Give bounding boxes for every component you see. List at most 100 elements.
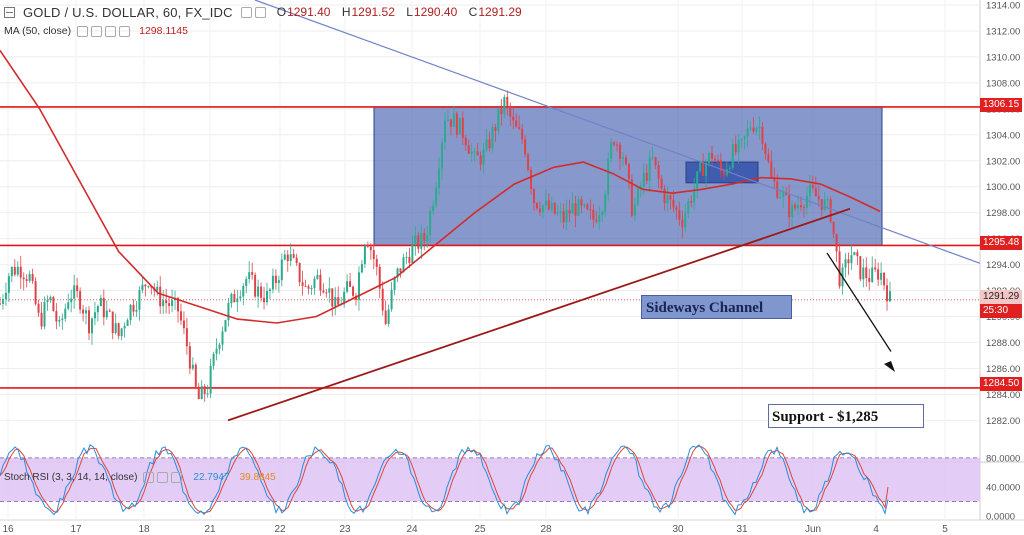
candle-body <box>179 311 182 321</box>
candle-body <box>660 178 663 189</box>
candle-body <box>755 128 758 132</box>
candle-body <box>239 296 242 299</box>
candle-body <box>135 309 138 312</box>
candle-body <box>1 299 4 304</box>
candle-body <box>871 267 874 282</box>
eye-icon[interactable] <box>240 6 252 18</box>
candle-body <box>533 189 535 204</box>
candle-body <box>580 199 583 206</box>
more-icon[interactable] <box>119 25 131 37</box>
add-icon[interactable] <box>171 472 183 483</box>
ascending-trendline <box>227 207 851 422</box>
collapse-icon[interactable] <box>4 6 15 18</box>
candle-body <box>414 235 417 245</box>
candle-body <box>408 256 411 263</box>
candle-body <box>337 297 340 305</box>
candle-body <box>648 157 651 181</box>
candle-body <box>446 119 449 121</box>
x-tick-label: 28 <box>540 524 552 535</box>
candle-body <box>467 145 470 154</box>
settings-icon[interactable] <box>91 25 103 37</box>
candle-body <box>16 266 19 275</box>
countdown-badge: 25:30 <box>980 304 1022 318</box>
candle-body <box>420 232 423 249</box>
eye-icon[interactable] <box>143 472 155 483</box>
open-value: 1291.40 <box>287 5 331 19</box>
candle-body <box>245 279 248 286</box>
candle-body <box>393 277 396 290</box>
candle-body <box>616 144 619 146</box>
y-tick-label: 1284.00 <box>986 390 1020 401</box>
candle-body <box>699 162 702 172</box>
candle-body <box>242 285 245 297</box>
candle-body <box>0 303 1 305</box>
candle-body <box>188 346 191 369</box>
candle-body <box>844 259 847 268</box>
candle-body <box>527 154 530 171</box>
add-icon[interactable] <box>105 25 117 37</box>
candle-body <box>88 310 90 334</box>
candle-body <box>838 251 841 287</box>
x-tick-label: 16 <box>2 524 14 535</box>
sideways-channel-label[interactable]: Sideways Channel <box>641 295 792 319</box>
candle-body <box>883 272 886 286</box>
candle-body <box>301 282 304 286</box>
horizontal-levels[interactable] <box>0 106 980 389</box>
candle-body <box>438 168 441 189</box>
candle-body <box>553 202 556 214</box>
candle-body <box>737 139 740 153</box>
candle-body <box>829 199 832 222</box>
candle-body <box>396 268 399 278</box>
candle-body <box>868 278 871 282</box>
candle-body <box>111 311 114 333</box>
x-tick-label: 24 <box>406 524 418 535</box>
candle-body <box>58 320 61 322</box>
candle-body <box>823 199 826 210</box>
candle-body <box>218 344 221 349</box>
candle-body <box>702 162 705 177</box>
candle-body <box>117 323 120 337</box>
settings-icon[interactable] <box>157 472 169 483</box>
candle-body <box>449 119 452 127</box>
mid-price-badge: 1295.48 <box>980 236 1022 250</box>
x-axis-ticks: 16 17 18 21 22 23 24 25 28 30 31 Jun 4 5 <box>2 524 948 535</box>
candle-body <box>719 160 722 171</box>
candle-body <box>485 139 488 150</box>
candle-body <box>387 309 390 324</box>
candle-body <box>141 284 144 291</box>
candle-body <box>770 161 773 178</box>
candle-body <box>384 310 387 324</box>
candle-body <box>461 117 464 138</box>
candle-body <box>568 210 571 214</box>
candle-body <box>268 289 271 292</box>
y-tick-label: 1298.00 <box>986 208 1020 219</box>
candle-body <box>820 199 823 210</box>
candle-body <box>67 302 70 309</box>
candle-body <box>657 165 660 179</box>
candle-body <box>292 254 295 258</box>
arrow-head-icon <box>884 361 895 372</box>
candle-body <box>613 142 616 145</box>
candle-body <box>639 186 642 188</box>
candle-body <box>791 204 794 218</box>
x-tick-label: 21 <box>204 524 216 535</box>
y-tick-label: 1294.00 <box>986 260 1020 271</box>
candle-body <box>319 274 322 291</box>
candle-body <box>328 288 331 293</box>
candle-body <box>274 275 277 283</box>
candle-body <box>524 139 527 155</box>
candle-body <box>731 144 734 168</box>
candle-body <box>604 194 607 212</box>
candle-body <box>716 160 719 162</box>
settings-icon[interactable] <box>254 6 266 18</box>
support-label[interactable]: Support - $1,285 <box>768 404 924 428</box>
eye-icon[interactable] <box>77 25 89 37</box>
candle-body <box>853 252 856 256</box>
candle-body <box>266 291 268 303</box>
stoch-rsi-panel: 0.0000 40.0000 80.0000 <box>0 444 1020 523</box>
candle-body <box>494 127 497 131</box>
candle-body <box>574 203 577 216</box>
rsi-d-line <box>0 445 889 514</box>
trend-lines[interactable] <box>227 0 981 422</box>
